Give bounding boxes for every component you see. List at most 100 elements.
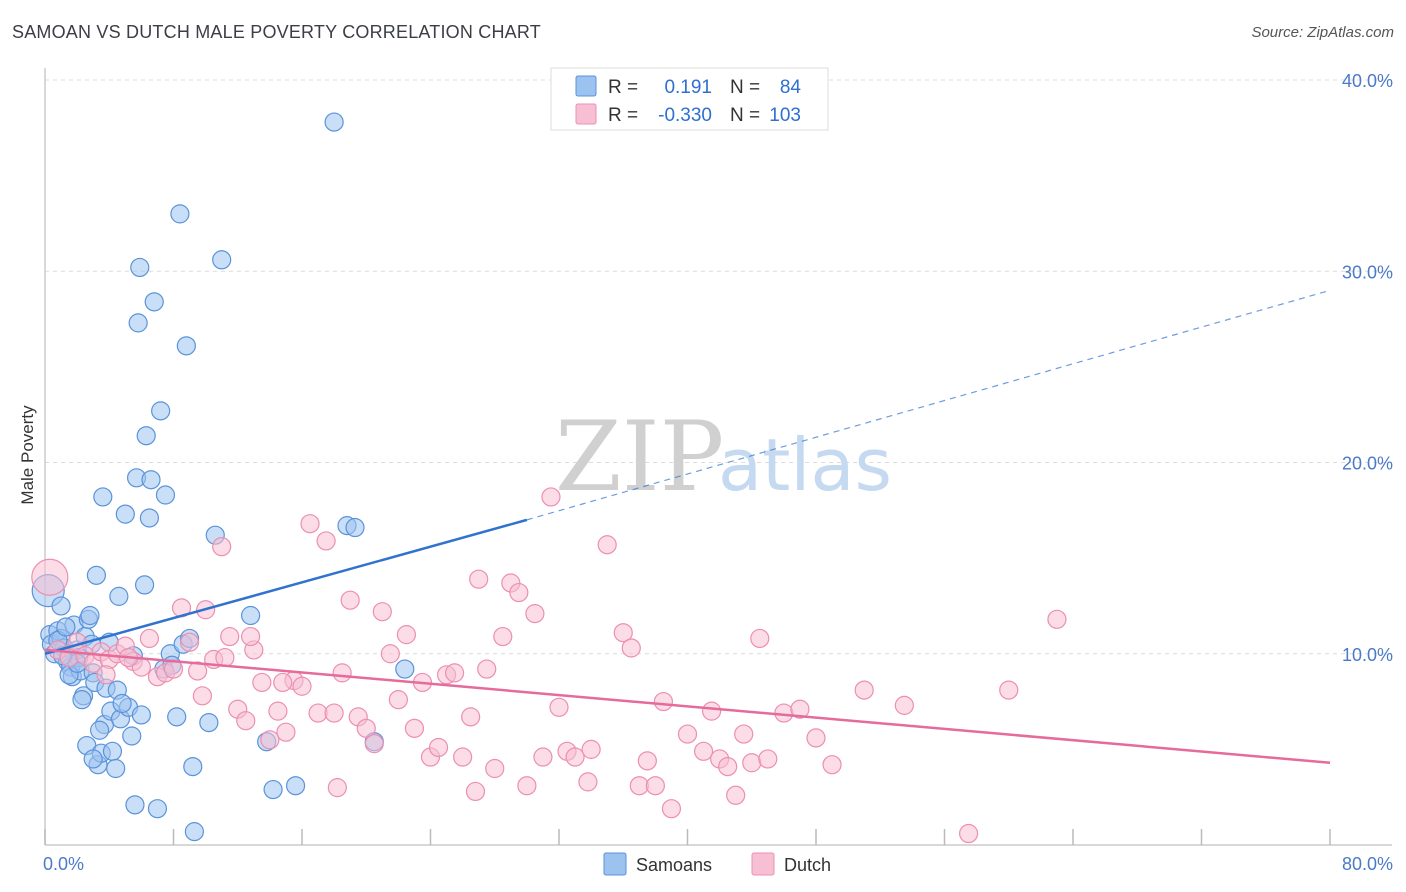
samoan-point xyxy=(324,112,344,132)
dutch-point xyxy=(726,785,746,805)
samoan-point xyxy=(183,756,203,777)
samoan-point xyxy=(131,705,151,725)
legend-r-label-samoan: R = xyxy=(608,77,638,98)
dutch-point xyxy=(525,603,545,624)
y-tick-labels: 10.0% 20.0% 30.0% 40.0% xyxy=(1342,71,1393,665)
dutch-point xyxy=(958,823,979,844)
samoan-point xyxy=(167,707,187,727)
dutch-point xyxy=(621,638,641,658)
dutch-point xyxy=(565,747,585,767)
source-label: Source: ZipAtlas.com xyxy=(1251,24,1394,41)
dutch-point xyxy=(581,739,601,759)
dutch-point xyxy=(332,663,352,683)
dutch-point xyxy=(340,590,360,610)
dutch-point xyxy=(96,665,116,685)
samoan-point xyxy=(134,575,155,595)
grid-lines xyxy=(45,79,1392,655)
dutch-point xyxy=(273,672,293,693)
dutch-point xyxy=(364,734,384,754)
samoan-point xyxy=(122,726,142,746)
dutch-point xyxy=(790,699,810,719)
dutch-point xyxy=(276,722,296,742)
dutch-point xyxy=(372,602,392,622)
samoan-point xyxy=(155,485,176,505)
dutch-point xyxy=(192,686,213,706)
y-tick-label-3: 40.0% xyxy=(1342,71,1393,91)
dutch-point xyxy=(701,701,722,721)
samoan-point xyxy=(93,487,113,507)
dutch-point xyxy=(517,776,537,796)
y-tick-label-0: 10.0% xyxy=(1342,645,1393,665)
legend-swatch-dutch xyxy=(575,103,597,125)
dutch-point xyxy=(215,647,235,668)
samoan-point xyxy=(144,292,164,312)
watermark: ZIP atlas xyxy=(555,401,892,513)
dutch-point xyxy=(404,718,425,738)
dutch-point xyxy=(139,628,160,649)
samoan-point xyxy=(241,605,261,626)
legend-n-label-dutch: N = xyxy=(730,105,760,126)
dutch-point xyxy=(645,776,665,796)
dutch-point xyxy=(179,632,200,652)
samoan-point xyxy=(199,712,219,733)
bottom-legend-label-samoans: Samoans xyxy=(636,855,712,875)
dutch-trend-line xyxy=(44,648,1331,765)
watermark-zip: ZIP xyxy=(555,401,724,513)
samoan-point xyxy=(90,720,110,740)
chart-title: SAMOAN VS DUTCH MALE POVERTY CORRELATION… xyxy=(12,22,541,42)
samoan-point xyxy=(147,799,168,819)
samoan-point xyxy=(80,605,100,626)
dutch-point xyxy=(718,756,738,777)
dutch-point xyxy=(388,690,408,710)
samoan-point xyxy=(115,504,135,524)
axes xyxy=(44,68,1392,846)
samoan-point xyxy=(102,741,123,761)
dutch-point xyxy=(268,701,288,721)
samoan-point xyxy=(128,313,148,333)
bottom-legend-swatch-samoans xyxy=(603,852,627,876)
samoan-point xyxy=(263,779,283,800)
dutch-point xyxy=(485,758,505,779)
samoan-point xyxy=(106,758,126,779)
dutch-point xyxy=(549,697,569,717)
dutch-point xyxy=(220,626,240,647)
samoan-point xyxy=(139,508,160,528)
samoan-point xyxy=(130,257,150,278)
dutch-point xyxy=(629,776,649,796)
y-axis-label: Male Poverty xyxy=(18,405,37,505)
dutch-point xyxy=(31,558,69,596)
x-tick-label-min: 0.0% xyxy=(43,854,84,874)
legend-n-label-samoan: N = xyxy=(730,77,760,98)
dutch-point xyxy=(396,625,417,645)
dutch-point xyxy=(316,531,336,551)
dutch-point xyxy=(444,663,465,683)
samoan-point xyxy=(176,336,196,356)
samoan-point xyxy=(72,690,92,710)
dutch-point xyxy=(653,691,674,712)
samoan-trend-extension xyxy=(526,289,1331,521)
samoan-point xyxy=(345,517,365,538)
dutch-point xyxy=(493,626,513,647)
dutch-point xyxy=(477,659,497,679)
dutch-point xyxy=(541,487,561,507)
dutch-point xyxy=(597,535,617,555)
legend-r-value-dutch: -0.330 xyxy=(658,105,712,126)
dutch-point xyxy=(327,778,347,798)
legend-n-value-dutch: 103 xyxy=(769,105,801,126)
watermark-atlas: atlas xyxy=(718,423,892,507)
dutch-point xyxy=(693,741,714,761)
trend-lines xyxy=(44,289,1331,765)
dutch-point xyxy=(187,661,208,681)
dutch-point xyxy=(469,569,489,589)
dutch-point xyxy=(292,676,312,696)
dutch-point xyxy=(236,711,256,731)
dutch-point xyxy=(677,724,698,744)
samoan-points xyxy=(31,112,415,842)
x-tick-labels: 0.0% 80.0% xyxy=(43,854,1393,874)
samoan-point xyxy=(86,565,107,585)
dutch-points xyxy=(31,487,1067,844)
legend-swatch-samoan xyxy=(575,75,597,97)
dutch-point xyxy=(742,753,762,773)
samoan-point xyxy=(285,776,306,796)
